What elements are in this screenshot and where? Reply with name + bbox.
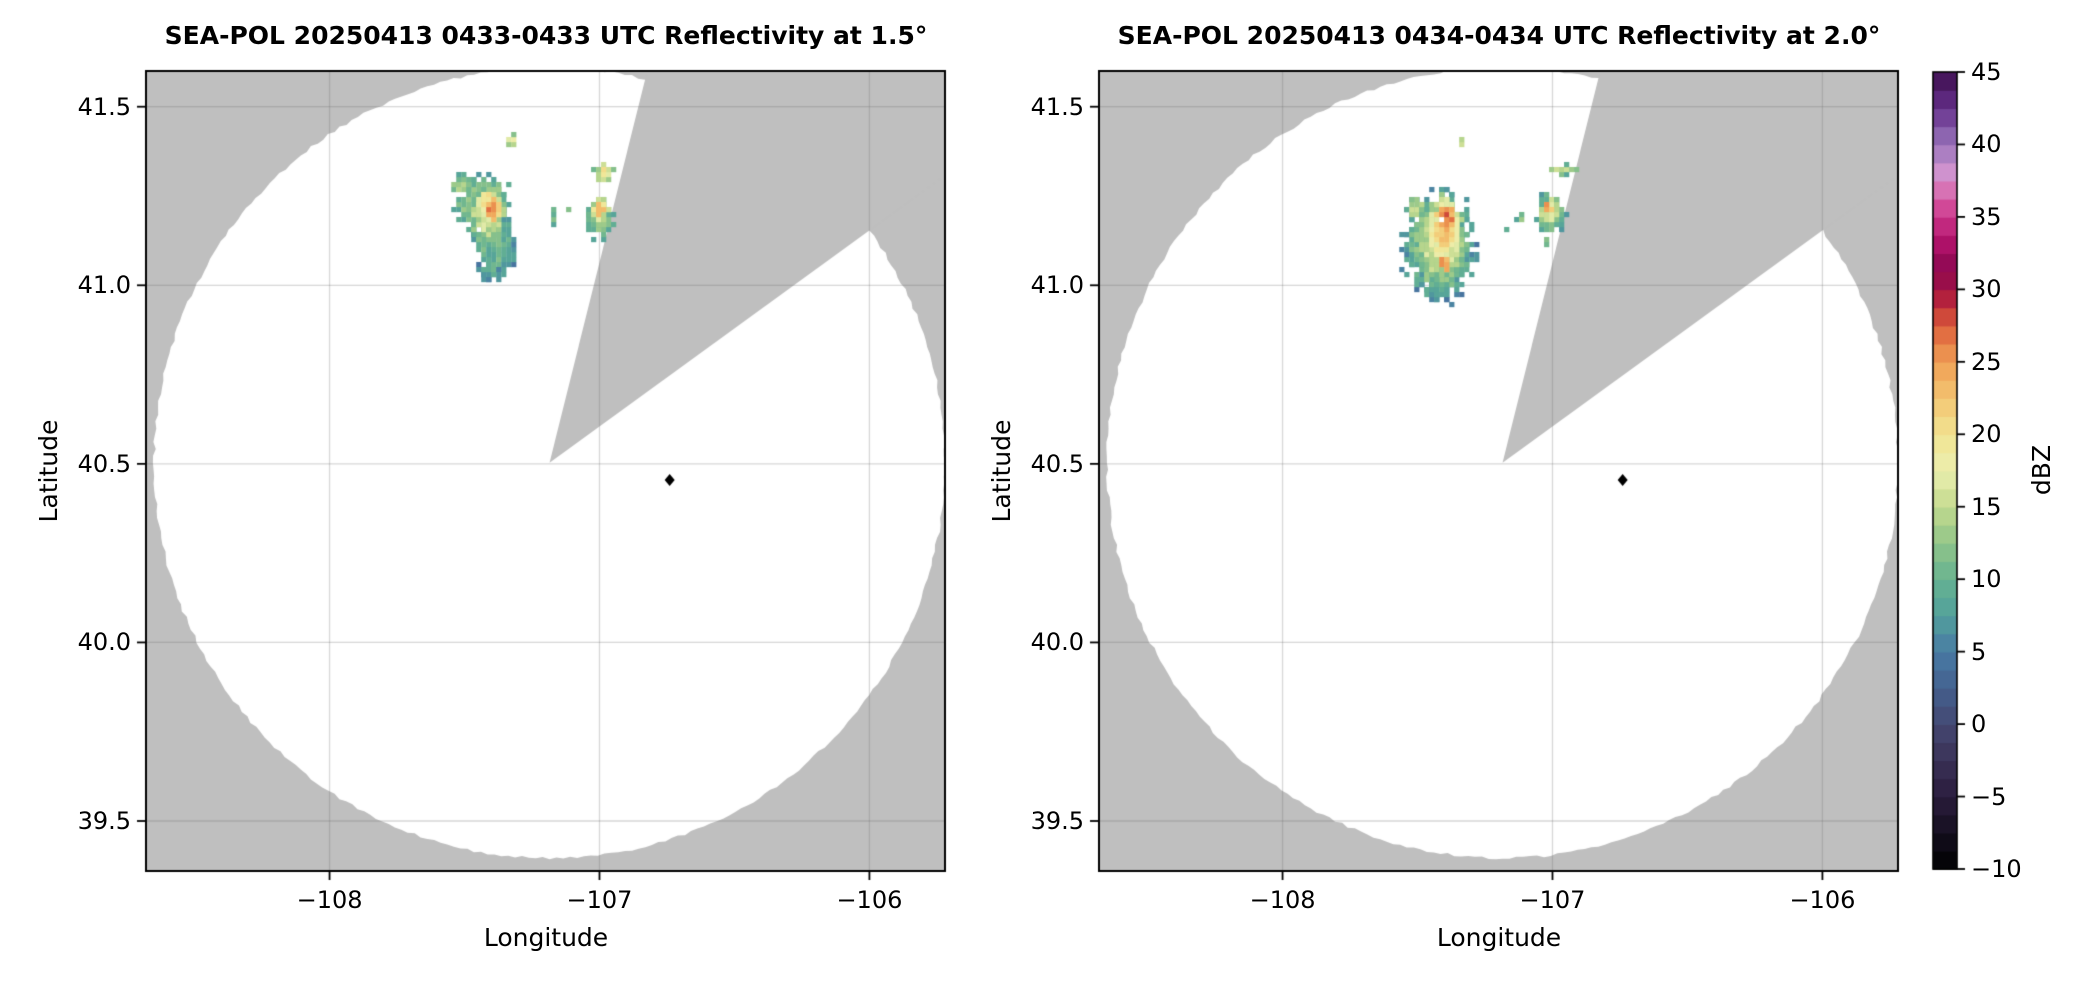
colorbar-tick-label: 15 [1971, 492, 2002, 521]
colorbar-tick-label: 5 [1971, 637, 1987, 666]
colorbar-tick-label: 35 [1971, 202, 2002, 231]
colorbar-tick-label: 25 [1971, 347, 2002, 376]
colorbar-tick-label: 10 [1971, 565, 2002, 594]
x-tick-label: −107 [566, 886, 633, 914]
x-axis-label-left: Longitude [483, 923, 609, 952]
colorbar-tick-label: 45 [1971, 58, 2002, 86]
panel-title-right: SEA-POL 20250413 0434-0434 UTC Reflectiv… [1117, 21, 1881, 50]
x-tick-label: −108 [1249, 886, 1316, 914]
y-tick-label: 41.5 [77, 92, 131, 121]
y-tick-label: 40.5 [77, 449, 131, 478]
y-tick-label: 41.5 [1030, 92, 1084, 121]
y-tick-label: 39.5 [1030, 807, 1084, 835]
x-tick-label: −107 [1519, 886, 1586, 914]
x-axis-label-right: Longitude [1436, 923, 1562, 952]
colorbar-tick-label: 30 [1971, 275, 2002, 304]
colorbar-tick-label: −10 [1971, 855, 2022, 883]
colorbar-tick-label: 0 [1971, 710, 1987, 739]
colorbar-tick-label: −5 [1971, 782, 2007, 811]
colorbar-tick-label: 20 [1971, 420, 2002, 449]
colorbar-tick-label: 40 [1971, 130, 2002, 159]
x-tick-label: −106 [1789, 886, 1856, 914]
y-tick-label: 41.0 [77, 271, 131, 300]
y-tick-label: 39.5 [77, 807, 131, 835]
y-tick-label: 40.0 [77, 628, 131, 657]
x-tick-label: −106 [836, 886, 903, 914]
y-tick-label: 40.0 [1030, 628, 1084, 657]
panel-title-left: SEA-POL 20250413 0433-0433 UTC Reflectiv… [164, 21, 928, 50]
y-tick-label: 41.0 [1030, 271, 1084, 300]
colorbar-axis-label: dBZ [2027, 444, 2056, 496]
x-tick-label: −108 [296, 886, 363, 914]
y-tick-label: 40.5 [1030, 449, 1084, 478]
